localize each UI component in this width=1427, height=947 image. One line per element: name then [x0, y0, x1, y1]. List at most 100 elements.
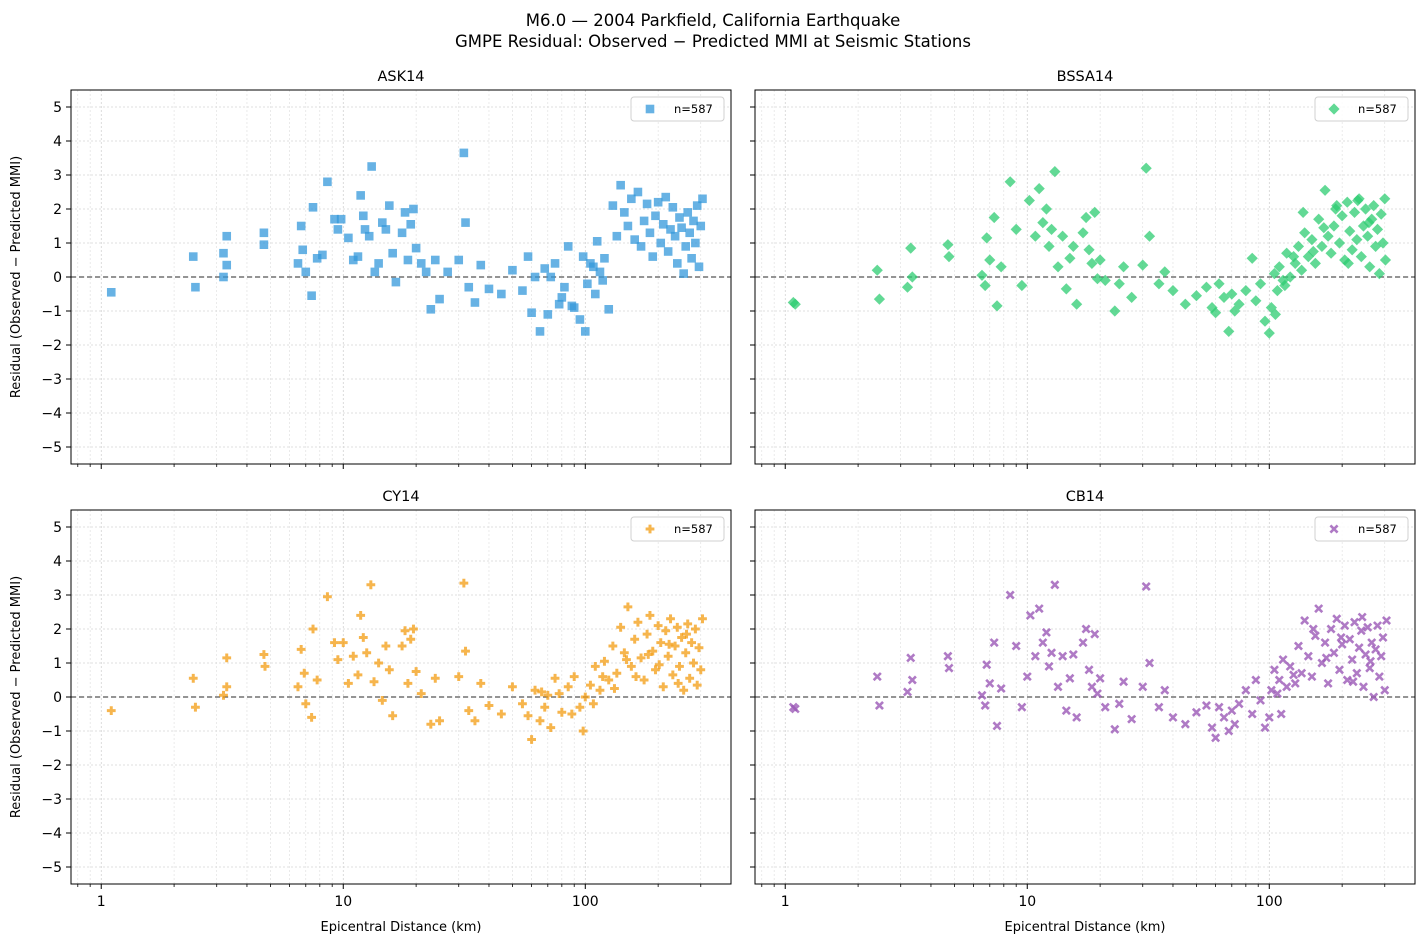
data-point	[222, 653, 232, 663]
panel-cb14: 1 10 100 CB14 Epicentral Distance (km) n=587	[750, 489, 1416, 935]
legend-marker	[1329, 524, 1339, 534]
data-point	[454, 255, 464, 265]
data-point	[679, 685, 689, 695]
data-point	[985, 678, 995, 688]
data-point	[1117, 261, 1130, 273]
data-point	[653, 621, 663, 630]
data-point	[668, 203, 678, 212]
data-point	[1084, 665, 1094, 675]
data-point	[1345, 634, 1355, 644]
data-point	[1004, 176, 1016, 188]
data-point	[626, 662, 636, 671]
data-point	[1137, 259, 1149, 271]
data-point	[995, 261, 1007, 273]
data-point	[698, 614, 707, 624]
data-point	[1282, 682, 1292, 692]
data-point	[616, 622, 626, 632]
data-point	[1095, 673, 1105, 683]
data-point	[906, 271, 918, 283]
data-point	[789, 298, 801, 310]
data-point	[496, 709, 506, 719]
data-point	[630, 634, 640, 644]
data-point	[1273, 261, 1285, 273]
data-point	[333, 225, 343, 234]
data-point	[1065, 673, 1075, 683]
y-axis-label: Residual (Observed − Predicted MMI)	[9, 156, 24, 398]
data-point	[1060, 283, 1072, 295]
data-point	[308, 203, 318, 212]
data-point	[1320, 638, 1330, 648]
data-point	[1140, 162, 1152, 174]
data-point	[219, 248, 228, 258]
data-point	[905, 242, 917, 254]
data-point	[658, 220, 668, 229]
data-point	[307, 291, 316, 300]
data-point	[426, 719, 436, 729]
y-tick-label: −3	[41, 372, 62, 388]
legend: n=587	[630, 96, 725, 122]
data-point	[1269, 308, 1282, 320]
data-point	[1292, 240, 1305, 252]
data-point	[689, 658, 698, 668]
data-point	[421, 267, 431, 277]
y-tick-label: −1	[41, 724, 62, 740]
data-point	[1040, 203, 1053, 215]
data-point	[1190, 290, 1203, 302]
data-point	[1361, 649, 1371, 660]
data-point	[1223, 325, 1235, 337]
x-tick-label: 100	[572, 894, 599, 910]
data-point	[370, 267, 380, 277]
data-point	[464, 706, 474, 715]
data-point	[348, 255, 358, 265]
data-point	[696, 665, 706, 675]
data-point	[459, 148, 469, 158]
data-point	[1363, 622, 1373, 632]
data-point	[1138, 682, 1148, 692]
data-point	[1357, 612, 1367, 622]
data-point	[623, 221, 633, 231]
data-point	[1207, 723, 1217, 733]
data-point	[400, 208, 410, 217]
data-point	[1179, 298, 1191, 310]
data-point	[1363, 217, 1375, 229]
data-point	[554, 689, 564, 698]
data-point	[604, 305, 614, 314]
data-point	[902, 687, 913, 697]
y-tick-label: 0	[53, 270, 62, 286]
data-point	[1284, 271, 1296, 283]
data-point	[557, 707, 567, 717]
data-point	[366, 580, 376, 590]
data-point	[1043, 240, 1055, 252]
data-point	[668, 670, 678, 680]
data-point	[907, 675, 917, 685]
data-point	[1359, 203, 1372, 215]
data-point	[633, 617, 643, 627]
data-point	[546, 272, 556, 282]
axis-ticks: −5 −4 −3 −2 −1 0 1 2 3 4 5	[41, 100, 702, 469]
data-point	[543, 690, 553, 700]
data-point	[299, 668, 309, 678]
data-point	[981, 232, 993, 244]
data-point	[679, 269, 688, 278]
data-point	[683, 208, 693, 217]
data-point	[259, 650, 269, 659]
data-point	[1022, 672, 1032, 682]
data-point	[992, 721, 1002, 731]
panel-title: CB14	[1066, 489, 1105, 505]
data-point	[188, 673, 198, 683]
data-point	[1033, 183, 1045, 195]
data-point	[872, 672, 882, 682]
data-point	[600, 656, 609, 666]
data-point	[400, 626, 410, 636]
data-point	[1241, 685, 1251, 695]
data-point	[1219, 712, 1229, 722]
x-axis-label: Epicentral Distance (km)	[1005, 920, 1166, 935]
data-point	[1089, 206, 1101, 218]
data-point	[643, 650, 653, 659]
legend-marker	[645, 104, 655, 114]
data-point	[673, 679, 683, 688]
data-point	[1218, 291, 1230, 303]
data-point	[1375, 208, 1387, 220]
data-point	[388, 248, 397, 258]
data-point	[661, 626, 671, 636]
